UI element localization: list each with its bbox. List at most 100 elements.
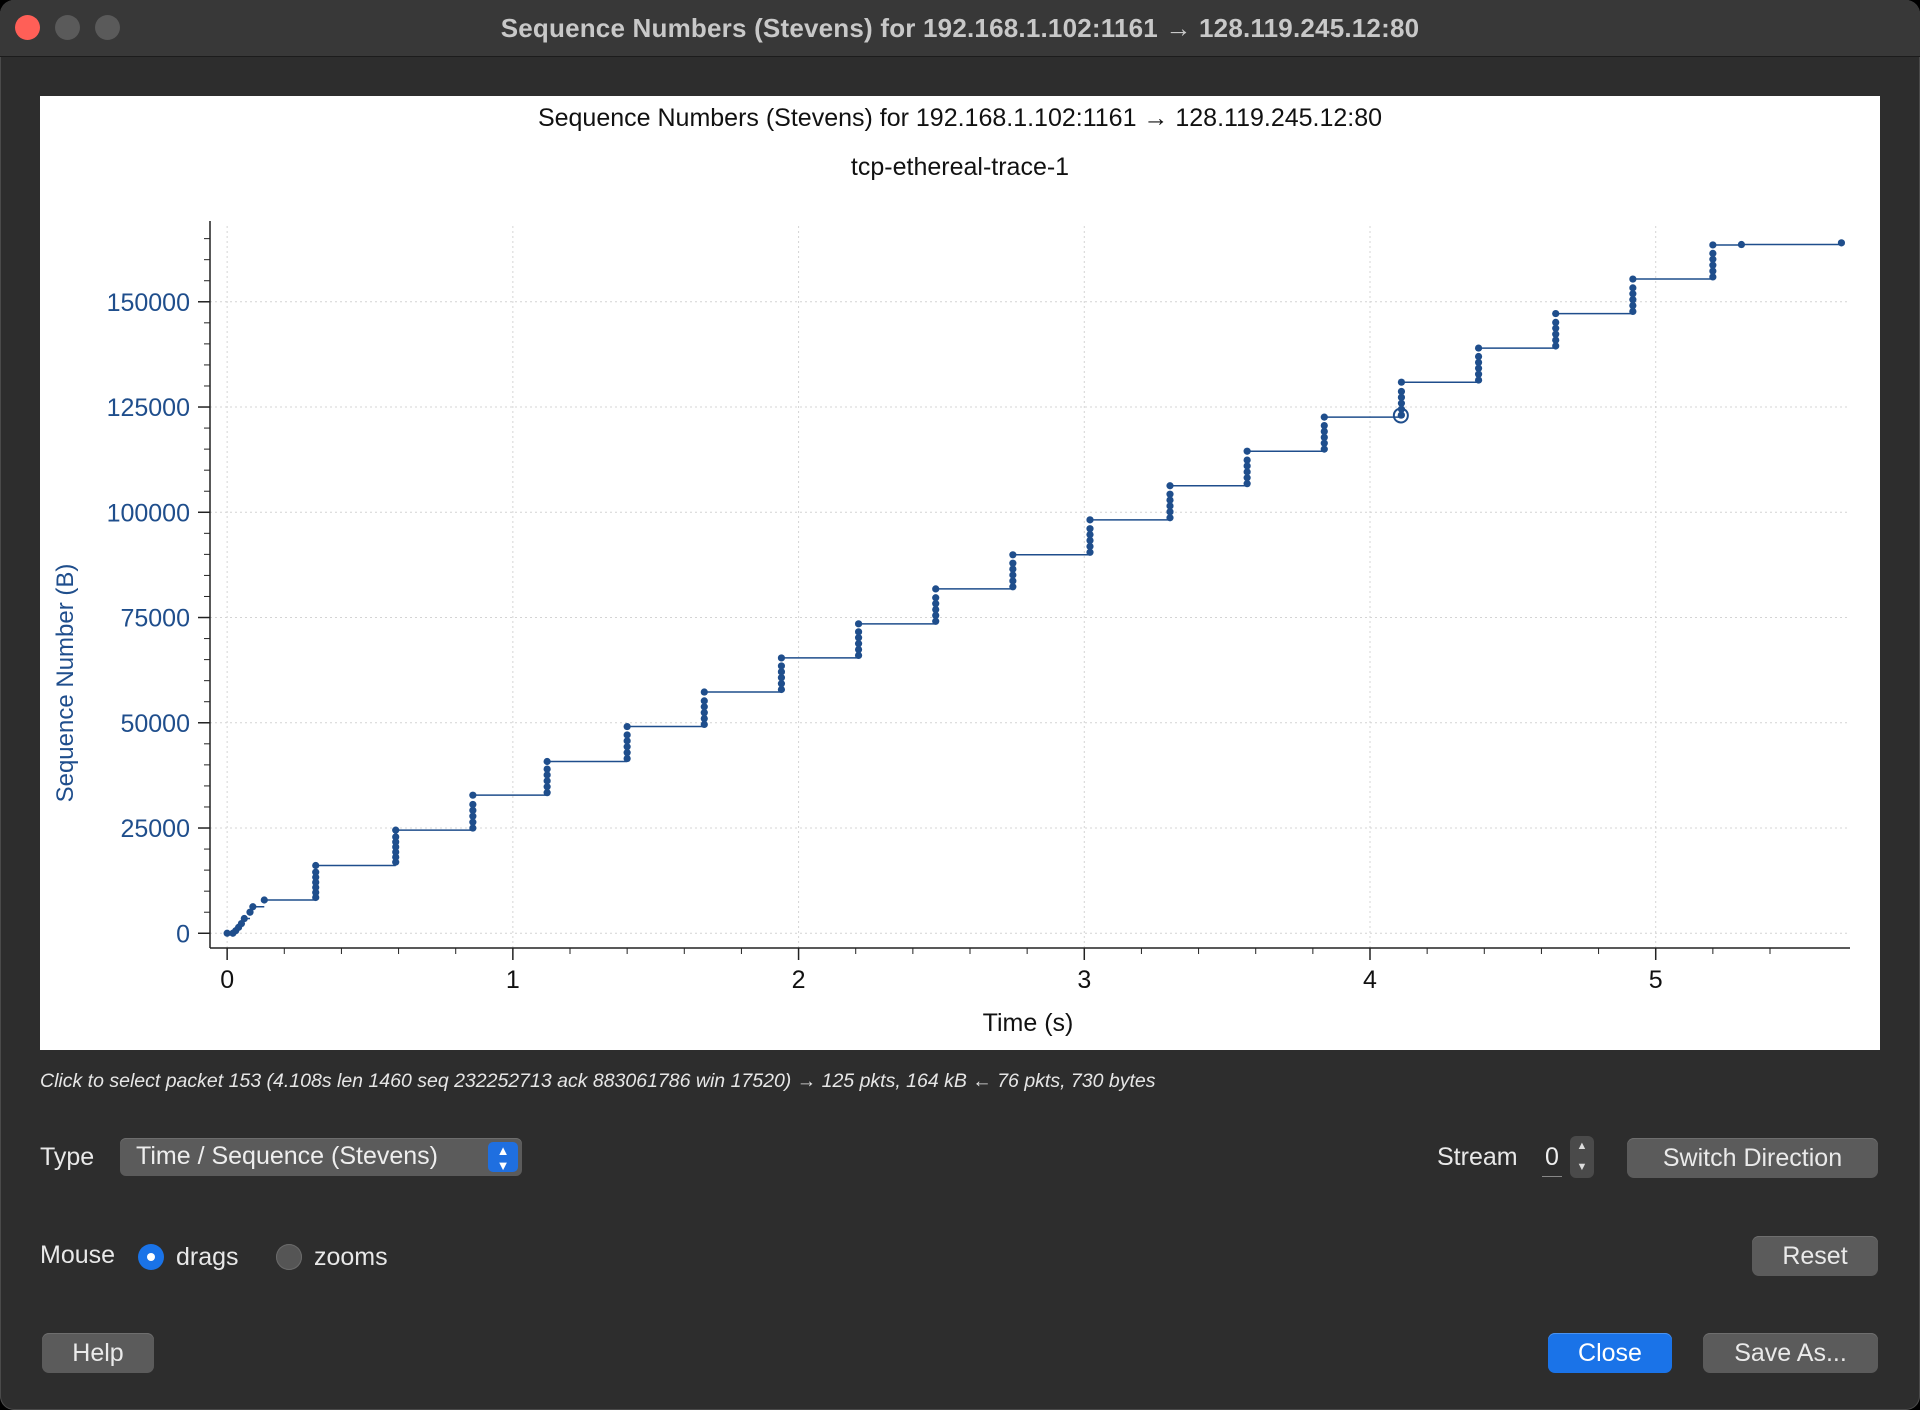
data-point [1397, 393, 1406, 401]
data-point [1629, 275, 1637, 283]
y-tick-label: 150000 [107, 289, 190, 317]
switch-direction-button[interactable]: Switch Direction [1627, 1138, 1878, 1178]
data-point [1552, 318, 1560, 327]
data-point [932, 594, 940, 602]
data-point [392, 826, 400, 834]
data-point [312, 883, 320, 891]
data-point [543, 783, 551, 791]
data-point [312, 868, 320, 876]
zooms-radio[interactable] [276, 1244, 302, 1270]
data-point [1474, 370, 1483, 378]
data-point [312, 878, 320, 886]
close-button[interactable]: Close [1548, 1333, 1672, 1373]
data-point [1009, 565, 1017, 573]
data-point [1243, 468, 1251, 476]
selected-packet-point [1397, 412, 1405, 419]
data-point [1009, 559, 1017, 567]
data-point [932, 600, 940, 608]
x-tick-label: 5 [1649, 966, 1663, 994]
close-window-button[interactable] [15, 15, 40, 40]
select-arrows-icon: ▲ ▼ [488, 1142, 518, 1172]
window-title: Sequence Numbers (Stevens) for 192.168.1… [500, 13, 1420, 43]
data-point [312, 888, 320, 897]
data-point [777, 654, 786, 662]
data-point [1397, 399, 1406, 407]
data-point [777, 674, 786, 682]
plot-area[interactable]: Sequence Numbers (Stevens) for 192.168.1… [40, 96, 1880, 1050]
data-point [623, 731, 631, 739]
data-point [1086, 536, 1094, 545]
save-as-button[interactable]: Save As... [1703, 1333, 1878, 1373]
data-point [1166, 496, 1174, 504]
data-point [1709, 255, 1717, 263]
data-point [312, 893, 320, 902]
data-point [543, 789, 551, 797]
data-point [932, 605, 940, 614]
data-point [469, 824, 477, 832]
reset-button[interactable]: Reset [1752, 1236, 1878, 1276]
data-point [1166, 490, 1174, 498]
y-tick-label: 50000 [120, 710, 190, 738]
data-point [623, 754, 631, 763]
y-tick-label: 125000 [107, 394, 190, 422]
chart-title: Sequence Numbers (Stevens) for 192.168.1… [538, 104, 1382, 132]
stream-stepper[interactable]: ▲ ▼ [1570, 1136, 1594, 1178]
data-point [543, 771, 551, 779]
data-point [700, 714, 708, 723]
data-point [1709, 273, 1717, 281]
data-point [1397, 378, 1406, 386]
data-point [1709, 261, 1717, 269]
sequence-chart[interactable]: Sequence Numbers (Stevens) for 192.168.1… [40, 96, 1880, 1050]
data-point [854, 640, 863, 648]
minimize-window-button[interactable] [55, 15, 80, 40]
zooms-label[interactable]: zooms [314, 1243, 388, 1271]
data-point [1086, 525, 1094, 533]
data-point [543, 757, 551, 766]
data-point [1320, 421, 1328, 430]
data-point [623, 737, 631, 745]
data-point [1166, 508, 1174, 516]
data-point [1552, 342, 1560, 350]
data-point [1320, 439, 1328, 447]
data-point [1629, 301, 1637, 310]
data-point [1320, 433, 1328, 441]
status-text: Click to select packet 153 (4.108s len 1… [40, 1070, 1156, 1092]
data-point [1474, 344, 1483, 352]
data-point [1243, 480, 1251, 488]
data-point [700, 703, 708, 711]
data-point [469, 800, 477, 809]
data-point [1009, 583, 1017, 591]
data-point [854, 628, 863, 636]
data-point [1709, 267, 1717, 275]
data-point [392, 833, 400, 841]
y-axis-label: Sequence Number (B) [52, 564, 79, 803]
x-tick-label: 2 [792, 966, 806, 994]
data-point [543, 777, 551, 785]
data-point [1243, 447, 1251, 455]
data-point [260, 896, 268, 904]
data-point [1474, 358, 1483, 367]
drags-label[interactable]: drags [176, 1243, 239, 1271]
data-point [469, 791, 477, 799]
x-tick-label: 1 [506, 966, 520, 994]
graph-type-value: Time / Sequence (Stevens) [136, 1142, 438, 1170]
data-point [932, 585, 940, 593]
data-point [392, 858, 400, 866]
data-point [1552, 324, 1560, 332]
data-point [777, 685, 786, 694]
help-button[interactable]: Help [42, 1333, 154, 1373]
data-point [543, 765, 551, 773]
maximize-window-button[interactable] [95, 15, 120, 40]
drags-radio[interactable] [138, 1244, 164, 1270]
data-point [1086, 530, 1094, 539]
stepper-down-icon[interactable]: ▼ [1576, 1161, 1588, 1173]
data-point [1709, 249, 1717, 257]
data-point [1320, 445, 1328, 453]
data-point [1166, 514, 1174, 522]
stream-input[interactable]: 0 [1542, 1138, 1562, 1177]
stepper-up-icon[interactable]: ▲ [1576, 1140, 1588, 1152]
title-bar[interactable]: Sequence Numbers (Stevens) for 192.168.1… [0, 0, 1920, 57]
data-point [392, 843, 400, 851]
graph-type-select[interactable]: Time / Sequence (Stevens) ▲ ▼ [120, 1138, 522, 1176]
